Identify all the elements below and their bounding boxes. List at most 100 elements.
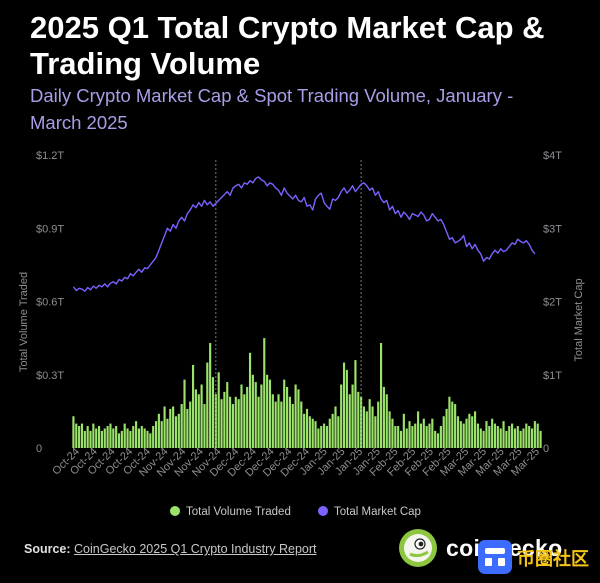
volume-bar [226, 382, 229, 448]
volume-bar [468, 413, 471, 448]
volume-bar [305, 408, 309, 448]
right-tick-label: $1T [543, 370, 562, 382]
volume-bar [186, 408, 189, 448]
volume-bar [357, 391, 360, 448]
volume-bar [303, 413, 306, 448]
volume-bar [89, 430, 92, 448]
volume-bar [197, 394, 200, 448]
chart-svg: $1.2T $0.9T $0.6T $0.3T 0 $4T $3T $2T $1T 0 Oct-… [18, 150, 585, 518]
volume-bar [180, 404, 183, 448]
volume-bar [129, 430, 132, 448]
x-axis-ticks: Oct-24Oct-24Oct-24Oct-24Oct-24Nov-24Nov-… [50, 446, 542, 480]
volume-bar [405, 428, 408, 448]
volume-bar [536, 423, 539, 448]
volume-bar [237, 399, 240, 448]
volume-bar [360, 396, 363, 448]
volume-bar [254, 382, 257, 448]
volume-bar [351, 384, 354, 448]
volume-bar [115, 426, 118, 448]
volume-bar [246, 386, 249, 448]
left-tick-label: $1.2T [36, 150, 64, 162]
volume-bar [234, 396, 237, 448]
volume-bar [368, 399, 371, 448]
volume-bar [411, 426, 414, 448]
volume-bar [220, 399, 223, 448]
volume-bar [75, 423, 78, 448]
volume-bar [485, 421, 488, 448]
volume-bar [143, 428, 146, 448]
volume-bar [112, 428, 115, 448]
gecko-logo-icon [399, 529, 437, 567]
volume-bar [354, 360, 357, 448]
volume-bar [135, 421, 138, 448]
volume-bar [379, 343, 383, 448]
volume-bar [491, 418, 494, 448]
volume-bar [499, 428, 502, 448]
volume-bar [371, 406, 374, 448]
volume-bar [382, 386, 385, 448]
legend: Total Volume Traded Total Market Cap [170, 506, 421, 518]
volume-bar [95, 428, 98, 448]
volume-bar [465, 418, 468, 448]
legend-mcap-swatch [318, 506, 328, 516]
volume-bar [417, 411, 420, 449]
volume-bar [340, 384, 343, 448]
volume-bar [97, 426, 101, 448]
volume-bar [189, 401, 192, 448]
volume-bar [132, 426, 135, 448]
volume-bar [451, 401, 454, 448]
volume-bar [260, 384, 263, 448]
volume-bar [294, 384, 297, 448]
volume-bar [473, 411, 477, 449]
volume-bar [174, 416, 178, 448]
right-axis-title: Total Market Cap [573, 278, 585, 361]
volume-bar [454, 404, 457, 448]
volume-bar [100, 430, 103, 448]
volume-bar [345, 369, 348, 448]
left-tick-label: 0 [36, 443, 42, 455]
volume-bar [277, 394, 280, 448]
volume-bar [229, 396, 232, 448]
volume-bar [479, 428, 482, 448]
volume-bar [240, 384, 243, 448]
volume-bar [471, 416, 474, 448]
volume-bar [117, 433, 121, 448]
volume-bar [365, 411, 368, 449]
volume-bar [160, 421, 163, 448]
volume-bar [348, 394, 351, 448]
volume-bar [152, 426, 155, 448]
volume-bar [263, 338, 266, 449]
volume-bar [169, 408, 172, 448]
left-tick-label: $0.9T [36, 223, 64, 235]
volume-bar [291, 404, 294, 448]
volume-bar [402, 413, 405, 448]
volume-bar [362, 406, 366, 448]
volume-bar [394, 426, 397, 448]
chart-title: 2025 Q1 Total Crypto Market Cap & Tradin… [30, 10, 545, 81]
volume-bar [86, 426, 89, 448]
volume-bar [120, 430, 123, 448]
volume-bar [251, 374, 254, 448]
volume-bar [482, 430, 485, 448]
volume-bar [314, 421, 317, 448]
volume-bar [283, 379, 286, 448]
source-link[interactable]: CoinGecko 2025 Q1 Crypto Industry Report [74, 542, 317, 556]
volume-bar [177, 413, 180, 448]
watermark: 币圈社区 [478, 540, 596, 579]
volume-bar [206, 362, 209, 448]
volume-bar [502, 421, 505, 448]
right-tick-label: $3T [543, 223, 562, 235]
volume-bar [280, 401, 283, 448]
volume-bar [488, 426, 491, 448]
legend-volume-label: Total Volume Traded [186, 506, 291, 518]
volume-bar [414, 423, 417, 448]
watermark-text: 币圈社区 [517, 548, 589, 570]
volume-bar [123, 423, 126, 448]
volume-bar [166, 418, 169, 448]
volume-bar [422, 418, 425, 448]
volume-bar [203, 404, 206, 448]
volume-bar [257, 396, 260, 448]
right-tick-label: $4T [543, 150, 562, 162]
right-axis-ticks: $4T $3T $2T $1T 0 [543, 150, 562, 455]
volume-bar [243, 394, 246, 448]
